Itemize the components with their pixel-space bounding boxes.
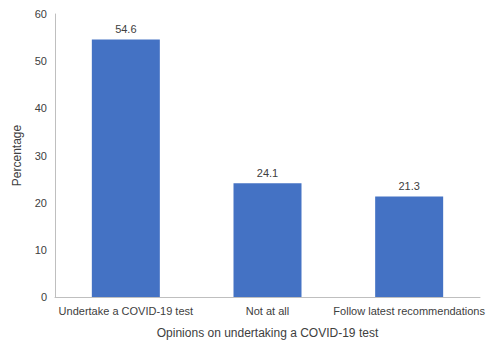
svg-text:Follow latest recommendations: Follow latest recommendations bbox=[333, 305, 485, 317]
svg-text:60: 60 bbox=[35, 8, 47, 20]
svg-text:30: 30 bbox=[35, 150, 47, 162]
svg-text:0: 0 bbox=[41, 291, 47, 303]
svg-text:54.6: 54.6 bbox=[115, 23, 136, 35]
svg-text:Undertake a COVID-19 test: Undertake a COVID-19 test bbox=[59, 305, 194, 317]
svg-text:20: 20 bbox=[35, 197, 47, 209]
svg-text:21.3: 21.3 bbox=[398, 180, 419, 192]
svg-text:Percentage: Percentage bbox=[10, 124, 24, 186]
svg-text:40: 40 bbox=[35, 102, 47, 114]
svg-text:Not at all: Not at all bbox=[246, 305, 289, 317]
svg-text:50: 50 bbox=[35, 55, 47, 67]
svg-text:Opinions on undertaking a COVI: Opinions on undertaking a COVID-19 test bbox=[157, 326, 379, 340]
svg-text:10: 10 bbox=[35, 244, 47, 256]
svg-text:24.1: 24.1 bbox=[257, 167, 278, 179]
